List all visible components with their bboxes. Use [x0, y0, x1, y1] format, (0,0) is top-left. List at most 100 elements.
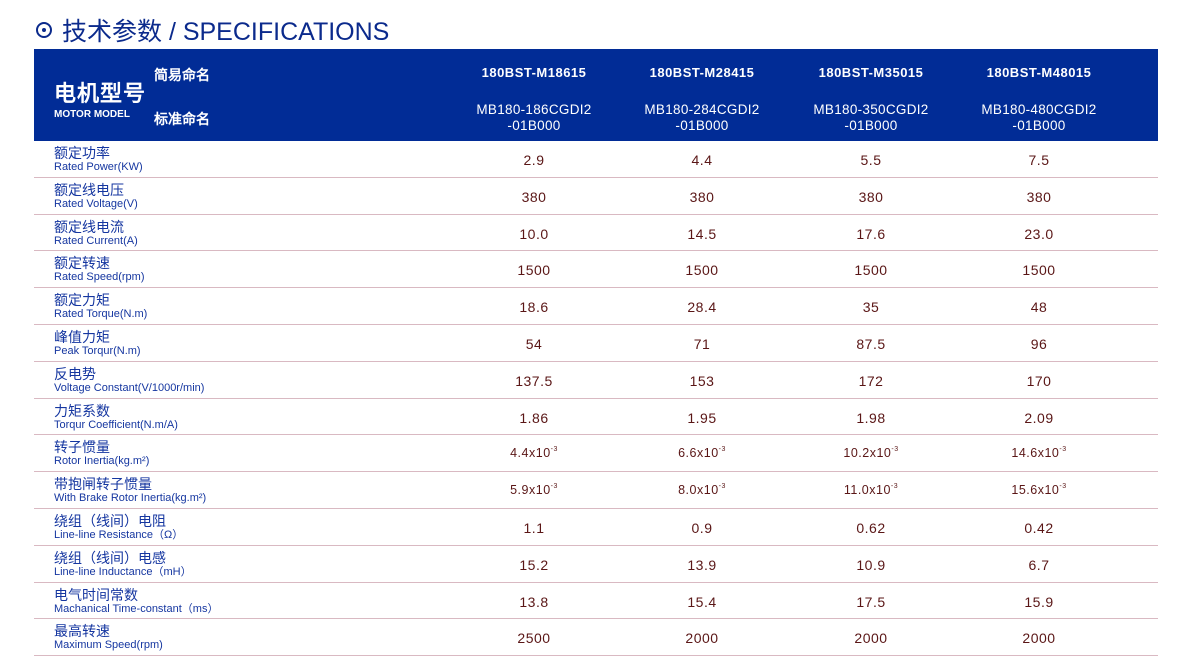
row-label-en: Line-line Inductance（mH） [54, 565, 192, 578]
row-label-cn: 额定线电压 [54, 181, 124, 198]
cell-exponent: -3 [1059, 446, 1067, 454]
cell-value: 8.0x10-3 [618, 483, 786, 497]
row-label: 额定力矩 Rated Torque(N.m) [54, 292, 147, 321]
table-header: 电机型号 MOTOR MODEL 简易命名 标准命名 180BST-M18615… [34, 49, 1158, 141]
cell-value: 96 [1030, 335, 1048, 352]
cell-value: 28.4 [687, 299, 717, 316]
cell-value: 18.6 [519, 299, 549, 316]
cell-value: 4.4x10-3 [450, 446, 618, 460]
cell-value: 13.9 [687, 556, 717, 573]
section-title: 技术参数 / SPECIFICATIONS [36, 12, 389, 48]
cell-value: 1500 [854, 262, 888, 279]
cell-value: 1.98 [856, 409, 886, 426]
row-label: 额定线电流 Rated Current(A) [54, 219, 138, 248]
cell-exponent: -3 [718, 446, 726, 454]
cell-value: 153 [689, 372, 715, 389]
model-standard-name: MB180-350CGDI2 -01B000 [787, 102, 955, 134]
table-row: 峰值力矩 Peak Torqur(N.m) 54 71 87.5 96 [34, 325, 1158, 362]
standard-name-line1: MB180-284CGDI2 [644, 102, 760, 117]
standard-name-line2: -01B000 [675, 118, 729, 133]
cell-value: 10.2x10-3 [787, 446, 955, 460]
cell-exponent: -3 [1059, 483, 1067, 491]
spec-table-body: 额定功率 Rated Power(KW) 2.9 4.4 5.5 7.5 额定线电压 Rate… [34, 141, 1158, 657]
row-label-cn: 带抱闸转子惯量 [54, 476, 152, 493]
cell-value: 2500 [517, 630, 551, 647]
cell-value: 172 [858, 372, 884, 389]
standard-name-line1: MB180-186CGDI2 [476, 102, 592, 117]
cell-value: 54 [525, 335, 543, 352]
cell-value: 1.95 [687, 409, 717, 426]
cell-value: 380 [521, 188, 547, 205]
row-label-cn: 绕组（线间）电感 [54, 549, 166, 566]
row-label: 电气时间常数 Machanical Time-constant（ms） [54, 587, 218, 616]
row-label-cn: 额定转速 [54, 255, 110, 272]
standard-name-line2: -01B000 [844, 118, 898, 133]
cell-value: 15.4 [687, 593, 717, 610]
table-row: 反电势 Voltage Constant(V/1000r/min) 137.5 153… [34, 362, 1158, 399]
cell-value: 380 [689, 188, 715, 205]
table-row: 额定力矩 Rated Torque(N.m) 18.6 28.4 35 48 [34, 288, 1158, 325]
table-row: 额定功率 Rated Power(KW) 2.9 4.4 5.5 7.5 [34, 141, 1158, 178]
cell-value: 15.9 [1024, 593, 1054, 610]
cell-base: 8.0x10 [678, 483, 719, 498]
model-short-name: 180BST-M28415 [649, 65, 755, 80]
model-short-name: 180BST-M35015 [818, 65, 924, 80]
cell-value: 35 [862, 299, 880, 316]
cell-base: 6.6x10 [678, 446, 719, 461]
cell-value: 0.62 [856, 519, 886, 536]
cell-value: 1500 [685, 262, 719, 279]
row-label-en: With Brake Rotor Inertia(kg.m²) [54, 492, 207, 505]
standard-name-line1: MB180-480CGDI2 [981, 102, 1097, 117]
standard-name-line1: MB180-350CGDI2 [813, 102, 929, 117]
table-row: 带抱闸转子惯量 With Brake Rotor Inertia(kg.m²) 5.… [34, 472, 1158, 509]
short-name-label: 简易命名 [154, 67, 210, 83]
cell-value: 4.4 [691, 152, 713, 168]
cell-base: 15.6x10 [1011, 483, 1060, 498]
motor-model-en: MOTOR MODEL [54, 109, 130, 120]
row-label: 反电势 Voltage Constant(V/1000r/min) [54, 366, 204, 395]
row-label: 峰值力矩 Peak Torqur(N.m) [54, 329, 141, 358]
motor-model-cn: 电机型号 [54, 81, 147, 106]
cell-value: 15.6x10-3 [955, 483, 1123, 497]
cell-value: 1500 [517, 262, 551, 279]
model-short-name: 180BST-M18615 [481, 65, 587, 80]
cell-value: 137.5 [515, 372, 553, 389]
row-label-en: Voltage Constant(V/1000r/min) [54, 381, 205, 394]
table-row: 电气时间常数 Machanical Time-constant（ms） 13.8 15… [34, 583, 1158, 620]
row-label: 额定线电压 Rated Voltage(V) [54, 182, 138, 211]
row-label-cn: 力矩系数 [54, 402, 110, 419]
row-label-cn: 绕组（线间）电阻 [54, 512, 166, 529]
row-label-cn: 峰值力矩 [54, 328, 110, 345]
row-label-cn: 额定线电流 [54, 218, 124, 235]
table-row: 最高转速 Maximum Speed(rpm) 2500 2000 2000 2000 [34, 619, 1158, 657]
cell-value: 14.6x10-3 [955, 446, 1123, 460]
cell-exponent: -3 [718, 483, 726, 491]
cell-value: 170 [1026, 372, 1052, 389]
row-label-en: Line-line Resistance（Ω） [54, 528, 184, 541]
cell-value: 7.5 [1028, 152, 1050, 168]
cell-value: 87.5 [856, 335, 886, 352]
cell-value: 17.6 [856, 225, 886, 242]
row-label: 额定转速 Rated Speed(rpm) [54, 255, 145, 284]
standard-name-label: 标准命名 [154, 111, 210, 127]
row-label-en: Peak Torqur(N.m) [54, 344, 141, 357]
cell-value: 6.7 [1028, 556, 1050, 573]
cell-value: 17.5 [856, 593, 886, 610]
row-label-cn: 最高转速 [54, 623, 110, 640]
cell-base: 4.4x10 [510, 446, 551, 461]
row-label-en: Rated Current(A) [54, 234, 138, 247]
model-short-name: 180BST-M48015 [986, 65, 1092, 80]
cell-value: 1500 [1022, 262, 1056, 279]
row-label: 力矩系数 Torqur Coefficient(N.m/A) [54, 403, 178, 432]
model-standard-name: MB180-284CGDI2 -01B000 [618, 102, 786, 134]
cell-exponent: -3 [550, 483, 558, 491]
row-label-cn: 电气时间常数 [54, 586, 138, 603]
cell-value: 10.0 [519, 225, 549, 242]
row-label-cn: 额定功率 [54, 145, 110, 161]
model-standard-name: MB180-480CGDI2 -01B000 [955, 102, 1123, 134]
cell-value: 10.9 [856, 556, 886, 573]
row-label-cn: 转子惯量 [54, 439, 110, 456]
cell-value: 71 [693, 335, 711, 352]
cell-value: 5.9x10-3 [450, 483, 618, 497]
cell-base: 10.2x10 [843, 446, 892, 461]
